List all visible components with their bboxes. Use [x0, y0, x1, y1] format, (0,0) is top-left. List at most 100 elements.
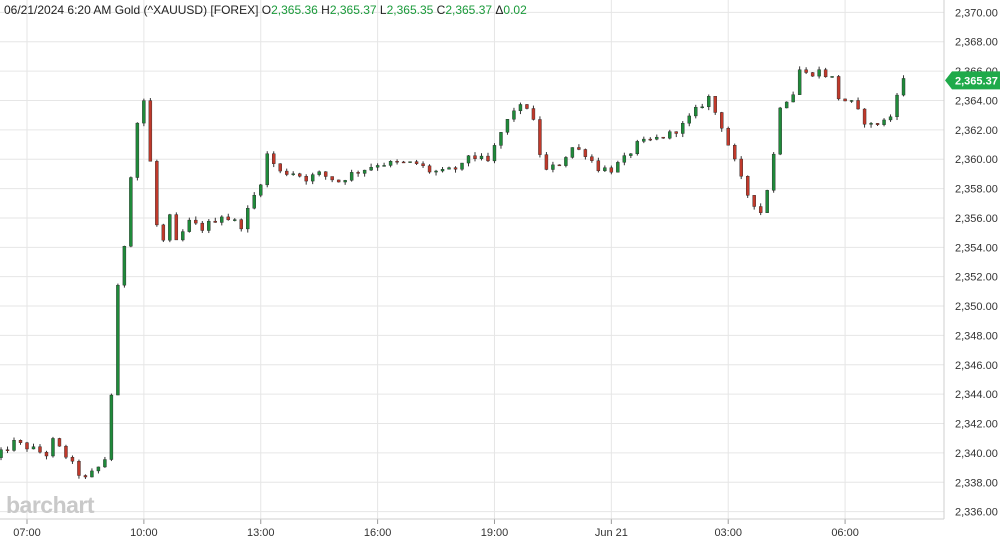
down-candle	[285, 170, 289, 175]
down-candle	[557, 164, 562, 167]
down-candle	[590, 156, 594, 161]
up-candle	[668, 131, 672, 139]
down-candle	[596, 160, 601, 172]
up-candle	[375, 165, 380, 168]
down-candle	[823, 69, 828, 78]
up-candle	[901, 78, 906, 96]
down-candle	[862, 108, 867, 125]
y-tick-label: 2,356.00	[955, 213, 998, 225]
down-candle	[453, 167, 458, 170]
up-candle	[310, 174, 315, 182]
high-label: H	[321, 3, 330, 17]
up-candle	[246, 208, 250, 230]
y-tick-label: 2,340.00	[955, 448, 998, 460]
up-candle	[616, 162, 620, 173]
down-candle	[804, 69, 808, 73]
up-candle	[220, 216, 224, 223]
down-candle	[421, 163, 425, 167]
down-candle	[304, 176, 308, 182]
down-candle	[583, 149, 588, 157]
down-candle	[544, 154, 549, 170]
up-candle	[349, 172, 354, 181]
x-tick-label: Jun 21	[595, 527, 628, 539]
up-candle	[116, 284, 120, 396]
y-tick-label: 2,342.00	[955, 419, 998, 431]
down-candle	[395, 161, 399, 163]
high-value: 2,365.37	[329, 3, 377, 17]
y-tick-label: 2,368.00	[955, 37, 998, 49]
x-tick-label: 13:00	[247, 527, 275, 539]
up-candle	[142, 100, 146, 124]
down-candle	[174, 214, 179, 241]
barchart-watermark: barchart	[6, 492, 95, 518]
up-candle	[492, 145, 497, 162]
up-candle	[765, 190, 769, 213]
down-candle	[577, 147, 581, 150]
x-tick-label: 16:00	[364, 527, 392, 539]
y-tick-label: 2,364.00	[955, 95, 998, 107]
up-candle	[0, 449, 3, 458]
up-candle	[570, 147, 575, 158]
down-candle	[77, 460, 81, 476]
y-tick-label: 2,360.00	[955, 154, 998, 166]
down-candle	[538, 119, 542, 155]
up-candle	[882, 119, 886, 125]
up-candle	[369, 167, 373, 171]
down-candle	[720, 112, 724, 129]
x-tick-label: 03:00	[714, 527, 742, 539]
y-tick-label: 2,370.00	[955, 7, 998, 19]
down-candle	[401, 161, 406, 164]
y-tick-label: 2,348.00	[955, 330, 998, 342]
x-tick-label: 10:00	[130, 527, 158, 539]
up-candle	[687, 115, 691, 124]
down-candle	[356, 172, 360, 174]
up-candle	[440, 169, 445, 172]
low-label: L	[379, 3, 387, 17]
down-candle	[836, 76, 841, 100]
x-tick-label: 19:00	[481, 527, 509, 539]
up-candle	[343, 180, 347, 183]
down-candle	[200, 222, 205, 231]
down-candle	[414, 161, 419, 164]
up-candle	[317, 171, 321, 175]
symbol-label: Gold (^XAUUSD) [FOREX]	[114, 3, 259, 17]
x-tick-label: 06:00	[831, 527, 859, 539]
up-candle	[895, 94, 899, 118]
up-candle	[181, 231, 185, 241]
down-candle	[161, 224, 166, 241]
up-candle	[434, 170, 438, 173]
up-candle	[629, 153, 633, 156]
down-candle	[733, 145, 737, 160]
up-candle	[109, 394, 114, 460]
down-candle	[38, 446, 42, 453]
up-candle	[103, 459, 107, 468]
up-candle	[187, 219, 192, 232]
y-tick-label: 2,346.00	[955, 360, 998, 372]
y-tick-label: 2,354.00	[955, 242, 998, 254]
up-candle	[51, 438, 55, 457]
up-candle	[564, 157, 568, 166]
up-candle	[362, 169, 367, 174]
y-tick-label: 2,350.00	[955, 301, 998, 313]
y-tick-label: 2,336.00	[955, 507, 998, 519]
x-tick-label: 07:00	[13, 527, 41, 539]
up-candle	[642, 138, 646, 142]
open-label: O	[261, 3, 272, 17]
up-candle	[382, 165, 386, 167]
timestamp-label: 06/21/2024 6:20 AM	[4, 3, 112, 17]
down-candle	[739, 158, 743, 177]
down-candle	[25, 442, 29, 450]
down-candle	[486, 155, 490, 162]
up-candle	[479, 155, 484, 159]
up-candle	[784, 101, 789, 109]
up-candle	[96, 466, 101, 472]
down-candle	[297, 173, 302, 177]
down-candle	[473, 155, 477, 159]
low-value: 2,365.35	[386, 3, 434, 17]
down-candle	[18, 440, 23, 443]
down-candle	[148, 100, 153, 162]
down-candle	[5, 449, 10, 451]
change-value: 0.02	[503, 3, 527, 17]
y-tick-label: 2,352.00	[955, 272, 998, 284]
up-candle	[388, 161, 393, 166]
